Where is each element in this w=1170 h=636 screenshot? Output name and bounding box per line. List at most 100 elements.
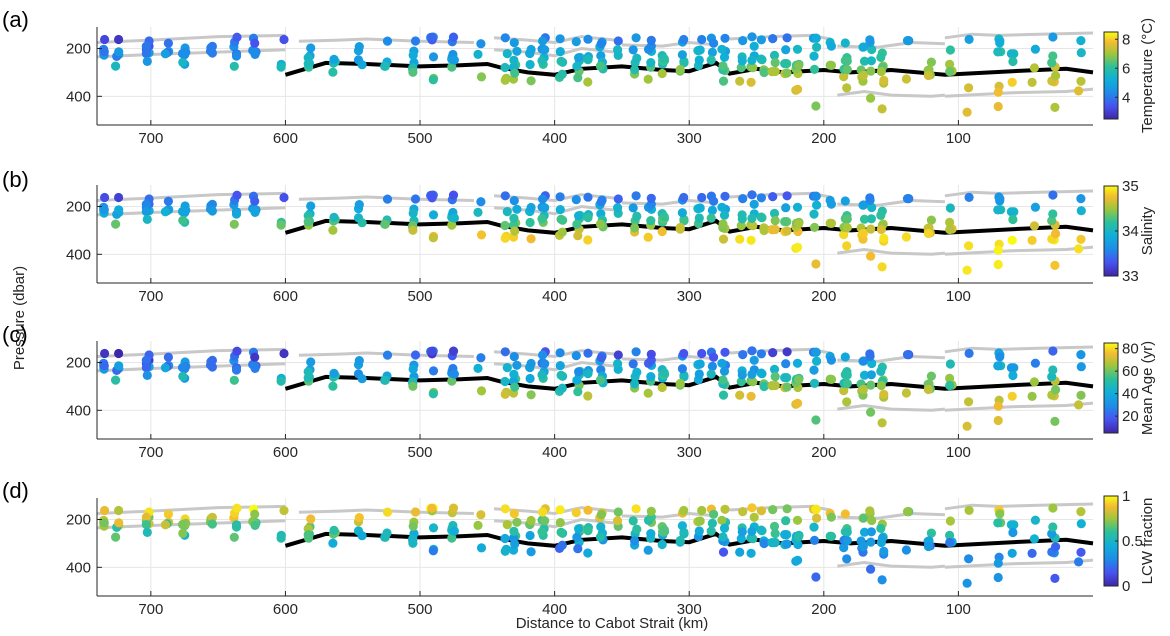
data-point	[571, 37, 581, 47]
data-point	[756, 212, 766, 222]
data-point	[867, 358, 877, 369]
x-tick-label: 600	[273, 601, 298, 618]
data-point	[142, 214, 152, 224]
data-point	[250, 207, 260, 217]
data-point	[1050, 573, 1060, 584]
data-point	[901, 388, 912, 398]
data-point	[964, 83, 974, 93]
data-point	[923, 70, 934, 81]
data-point	[840, 38, 850, 48]
data-point	[250, 196, 260, 206]
data-point	[962, 578, 972, 588]
data-point	[718, 375, 728, 385]
data-point	[111, 375, 121, 385]
data-point	[877, 262, 887, 272]
data-point	[631, 191, 641, 201]
data-point	[707, 361, 718, 371]
data-point	[556, 56, 566, 66]
data-point	[993, 245, 1003, 255]
data-point	[747, 190, 757, 200]
data-point	[207, 199, 217, 209]
data-point	[276, 533, 286, 543]
data-point	[1076, 519, 1086, 529]
data-point	[858, 228, 868, 239]
data-point	[574, 524, 584, 534]
data-point	[1030, 515, 1040, 525]
data-point	[964, 192, 974, 202]
colorbar-tick-label: 20	[1122, 408, 1139, 425]
data-point	[632, 211, 642, 221]
data-point	[500, 62, 510, 73]
data-point	[512, 360, 522, 370]
data-point	[768, 505, 778, 515]
grey-contour-line	[298, 37, 474, 44]
data-point	[781, 359, 791, 369]
data-point	[717, 358, 727, 368]
data-point	[380, 532, 390, 542]
data-point	[357, 60, 367, 70]
data-point	[229, 61, 239, 71]
colorbar-tick-label: 33	[1122, 268, 1139, 285]
data-point	[279, 34, 289, 45]
data-point	[428, 546, 438, 556]
data-point	[811, 415, 821, 425]
data-point	[995, 509, 1005, 519]
data-point	[476, 386, 487, 396]
x-tick-label: 500	[408, 444, 433, 461]
data-point	[706, 526, 716, 536]
data-point	[867, 515, 877, 526]
data-point	[709, 509, 719, 519]
y-tick-label: 400	[66, 559, 91, 576]
data-point	[1076, 362, 1086, 372]
x-tick-label: 200	[811, 444, 836, 461]
data-point	[632, 53, 642, 63]
data-point	[502, 49, 512, 59]
data-point	[964, 241, 974, 251]
data-point	[811, 347, 821, 357]
data-point	[160, 363, 170, 373]
axes-group: 700 600 500 400 300 200 100 200 400	[66, 27, 1093, 147]
data-point	[303, 217, 313, 227]
data-point	[749, 512, 759, 522]
data-point	[476, 543, 487, 553]
data-point	[747, 213, 757, 223]
data-point	[177, 519, 188, 530]
data-point	[1076, 206, 1086, 216]
data-point	[842, 397, 852, 407]
data-point	[141, 207, 151, 217]
colorbar-label: Temperature (°C)	[1139, 18, 1156, 133]
data-point	[509, 352, 519, 362]
data-point	[1050, 260, 1060, 270]
data-point	[679, 505, 689, 516]
data-point	[509, 213, 519, 223]
data-point	[555, 518, 565, 528]
data-point	[328, 67, 338, 77]
data-point	[876, 380, 886, 391]
axes-group: 700 600 500 400 300 200 100 200 400	[66, 185, 1093, 305]
data-point	[538, 350, 548, 360]
data-point	[866, 527, 877, 537]
data-point	[509, 526, 519, 536]
data-point	[1076, 350, 1086, 360]
data-point	[842, 370, 852, 380]
x-tick-label: 300	[677, 130, 702, 147]
data-point	[782, 347, 792, 357]
data-point	[747, 55, 757, 65]
data-point	[177, 362, 188, 373]
data-point	[449, 369, 459, 379]
data-point	[876, 66, 886, 77]
data-point	[859, 200, 869, 210]
data-point	[826, 199, 837, 209]
data-point	[756, 525, 766, 535]
data-point	[812, 42, 822, 52]
data-point	[759, 381, 769, 392]
data-point	[572, 219, 582, 229]
data-point	[357, 531, 367, 541]
data-point	[357, 374, 367, 384]
data-point	[737, 370, 747, 380]
data-point	[556, 370, 566, 380]
data-point	[1048, 522, 1058, 532]
data-point	[111, 219, 121, 229]
data-point	[706, 369, 716, 379]
data-point	[207, 512, 217, 523]
